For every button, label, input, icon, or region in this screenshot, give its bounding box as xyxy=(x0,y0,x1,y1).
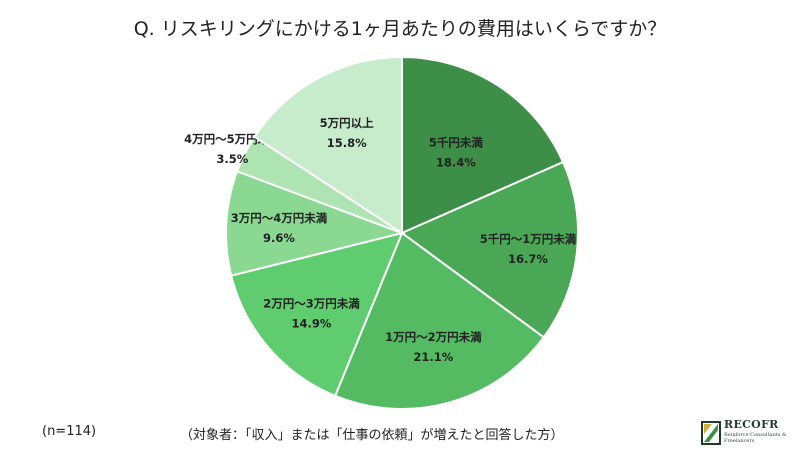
slice-category-label: 3万円～4万円未満 xyxy=(231,211,328,225)
chart-title: Q. リスキリングにかける1ヶ月あたりの費用はいくらですか？ xyxy=(133,18,667,40)
slice-category-label: 5万円以上 xyxy=(320,116,375,130)
pie-slice-7 xyxy=(253,55,403,235)
slice-percent-label: 15.8% xyxy=(327,136,367,150)
pie-slice-3 xyxy=(333,231,546,410)
logo-subtitle: Reinforce Consultants & Freelancers xyxy=(724,432,787,444)
slice-category-label: 5千円～1万円未満 xyxy=(480,232,577,246)
slice-percent-label: 14.9% xyxy=(292,316,332,330)
pie-slice-2 xyxy=(400,160,579,339)
pie-slice-1 xyxy=(401,55,565,235)
target-respondents-note: （対象者：「収入」または「仕事の依頼」が増えたと回答した方） xyxy=(180,428,564,443)
slice-percent-label: 21.1% xyxy=(413,350,453,364)
pie-slice-4 xyxy=(230,231,404,398)
slice-percent-label: 16.7% xyxy=(508,252,548,266)
slice-category-label: 2万円～3万円未満 xyxy=(263,296,360,310)
slice-percent-label: 3.5% xyxy=(216,152,248,166)
slice-category-label: 1万円～2万円未満 xyxy=(385,330,482,344)
logo-mark-icon xyxy=(701,421,721,445)
logo-name: RECOFR xyxy=(724,418,779,431)
slice-percent-label: 18.4% xyxy=(436,155,476,169)
sample-size-note: (n=114) xyxy=(42,424,97,439)
slice-category-label: 5千円未満 xyxy=(429,135,484,149)
slice-percent-label: 9.6% xyxy=(263,231,295,245)
recofr-logo: RECOFR Reinforce Consultants & Freelance… xyxy=(700,416,795,452)
pie-slice-5 xyxy=(225,170,406,277)
